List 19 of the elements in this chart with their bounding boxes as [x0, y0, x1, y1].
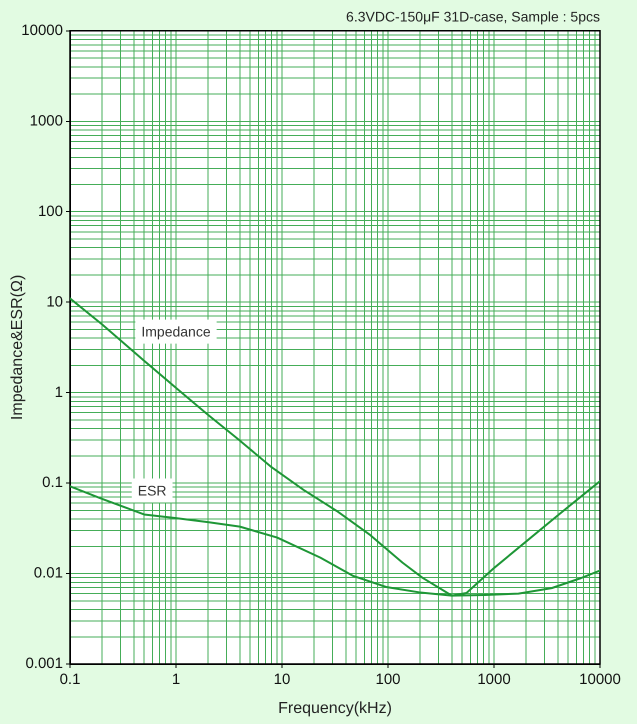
x-axis-title: Frequency(kHz) [278, 700, 392, 717]
series-label: Impedance [141, 323, 211, 340]
x-tick-label: 100 [375, 671, 401, 688]
y-axis-title: Impedance&ESR(Ω) [9, 274, 26, 420]
x-tick-label: 10 [274, 671, 290, 688]
y-tick-label: 0.01 [34, 564, 63, 582]
y-tick-label: 10000 [21, 22, 63, 39]
y-tick-label: 1000 [30, 112, 63, 130]
x-tick-label: 0.1 [60, 671, 80, 688]
x-tick-label: 10000 [579, 671, 621, 688]
x-tick-label: 1000 [477, 671, 511, 688]
y-tick-label: 0.1 [42, 474, 63, 492]
y-tick-label: 0.001 [25, 655, 63, 672]
chart-title: 6.3VDC-150μF 31D-case, Sample : 5pcs [346, 8, 600, 24]
y-tick-label: 100 [38, 202, 63, 220]
y-tick-label: 10 [46, 293, 63, 310]
series-label: ESR [138, 482, 167, 498]
x-tick-label: 1 [172, 671, 180, 688]
y-tick-label: 1 [54, 384, 63, 401]
